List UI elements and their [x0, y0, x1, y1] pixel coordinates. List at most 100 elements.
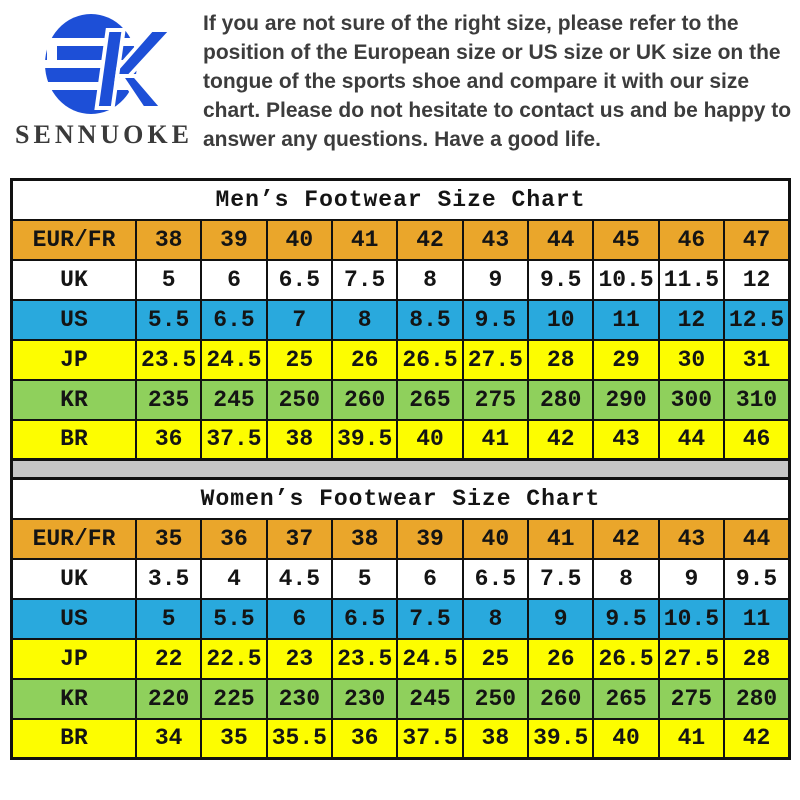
size-value-cell: 11 — [592, 298, 660, 341]
size-value-cell: 36 — [200, 517, 268, 560]
size-value-cell: 34 — [134, 717, 203, 760]
size-value-cell: 10 — [527, 298, 595, 341]
size-value-cell: 6.5 — [330, 597, 399, 640]
row-label: BR — [10, 418, 137, 461]
size-value-cell: 41 — [461, 418, 530, 461]
size-value-cell: 9 — [527, 597, 595, 640]
size-value-cell: 44 — [527, 218, 595, 261]
size-value-cell: 26 — [527, 637, 595, 680]
row-label: EUR/FR — [10, 218, 137, 261]
size-value-cell: 5 — [330, 557, 399, 600]
row-label: US — [10, 597, 137, 640]
size-value-cell: 26.5 — [592, 637, 660, 680]
size-value-cell: 44 — [657, 418, 726, 461]
table-row: UK 5 6 6.5 7.5 8 9 9.5 10.5 11.5 12 — [10, 258, 791, 301]
size-value-cell: 43 — [461, 218, 530, 261]
table-title: Women’s Footwear Size Chart — [10, 477, 791, 520]
size-value-cell: 12 — [723, 258, 791, 301]
size-value-cell: 265 — [592, 677, 660, 720]
size-value-cell: 225 — [200, 677, 268, 720]
size-value-cell: 36 — [330, 717, 399, 760]
sk-logo-icon — [37, 14, 176, 114]
size-value-cell: 8.5 — [396, 298, 464, 341]
size-value-cell: 7.5 — [396, 597, 464, 640]
size-value-cell: 5 — [134, 258, 203, 301]
size-value-cell: 6.5 — [461, 557, 530, 600]
size-value-cell: 27.5 — [461, 338, 530, 381]
size-value-cell: 9.5 — [723, 557, 791, 600]
size-value-cell: 265 — [396, 378, 464, 421]
table-row: EUR/FR 38 39 40 41 42 43 44 45 46 47 — [10, 218, 791, 261]
size-value-cell: 38 — [265, 418, 334, 461]
size-value-cell: 11 — [723, 597, 791, 640]
size-value-cell: 10.5 — [592, 258, 660, 301]
size-value-cell: 220 — [134, 677, 203, 720]
size-value-cell: 40 — [396, 418, 464, 461]
size-value-cell: 9 — [461, 258, 530, 301]
table-row: BR 34 35 35.5 36 37.5 38 39.5 40 41 42 — [10, 717, 791, 760]
size-value-cell: 28 — [527, 338, 595, 381]
size-value-cell: 39.5 — [527, 717, 595, 760]
size-value-cell: 22.5 — [200, 637, 268, 680]
size-value-cell: 290 — [592, 378, 660, 421]
size-value-cell: 11.5 — [657, 258, 726, 301]
size-value-cell: 39 — [200, 218, 268, 261]
size-value-cell: 9.5 — [527, 258, 595, 301]
size-value-cell: 6.5 — [265, 258, 334, 301]
size-value-cell: 41 — [657, 717, 726, 760]
brand-name: SENNUOKE — [15, 120, 193, 149]
brand-logo: SENNUOKE — [14, 12, 194, 150]
row-label: US — [10, 298, 137, 341]
size-value-cell: 230 — [265, 677, 334, 720]
size-value-cell: 23.5 — [330, 637, 399, 680]
size-value-cell: 9.5 — [461, 298, 530, 341]
row-label: EUR/FR — [10, 517, 137, 560]
size-value-cell: 40 — [461, 517, 530, 560]
size-value-cell: 30 — [657, 338, 726, 381]
table-row: US 5 5.5 6 6.5 7.5 8 9 9.5 10.5 11 — [10, 597, 791, 640]
size-value-cell: 35.5 — [265, 717, 334, 760]
size-tables-container: Men’s Footwear Size Chart EUR/FR 38 39 40 41 4… — [10, 178, 791, 760]
size-value-cell: 42 — [723, 717, 791, 760]
size-value-cell: 46 — [657, 218, 726, 261]
size-value-cell: 35 — [200, 717, 268, 760]
table-row: BR 36 37.5 38 39.5 40 41 42 43 44 46 — [10, 418, 791, 461]
size-value-cell: 31 — [723, 338, 791, 381]
table-row: KR 220 225 230 230 245 250 260 265 275 280 — [10, 677, 791, 720]
size-value-cell: 25 — [265, 338, 334, 381]
size-value-cell: 38 — [330, 517, 399, 560]
size-value-cell: 3.5 — [134, 557, 203, 600]
size-value-cell: 280 — [527, 378, 595, 421]
size-value-cell: 27.5 — [657, 637, 726, 680]
size-value-cell: 8 — [461, 597, 530, 640]
size-value-cell: 24.5 — [396, 637, 464, 680]
table-row: EUR/FR 35 36 37 38 39 40 41 42 43 44 — [10, 517, 791, 560]
table-row: UK 3.5 4 4.5 5 6 6.5 7.5 8 9 9.5 — [10, 557, 791, 600]
size-value-cell: 6 — [265, 597, 334, 640]
size-value-cell: 38 — [461, 717, 530, 760]
size-value-cell: 45 — [592, 218, 660, 261]
size-value-cell: 250 — [461, 677, 530, 720]
size-value-cell: 245 — [200, 378, 268, 421]
size-value-cell: 40 — [265, 218, 334, 261]
size-value-cell: 37.5 — [200, 418, 268, 461]
row-label: BR — [10, 717, 137, 760]
size-value-cell: 23 — [265, 637, 334, 680]
size-value-cell: 7.5 — [527, 557, 595, 600]
sizing-instructions-text: If you are not sure of the right size, p… — [203, 12, 792, 151]
size-table: Women’s Footwear Size Chart EUR/FR 35 36 37 3… — [10, 477, 791, 760]
size-value-cell: 10.5 — [657, 597, 726, 640]
size-value-cell: 39 — [396, 517, 464, 560]
size-value-cell: 280 — [723, 677, 791, 720]
size-value-cell: 5.5 — [134, 298, 203, 341]
size-value-cell: 37.5 — [396, 717, 464, 760]
size-value-cell: 42 — [592, 517, 660, 560]
size-value-cell: 235 — [134, 378, 203, 421]
size-value-cell: 6 — [396, 557, 464, 600]
size-value-cell: 12 — [657, 298, 726, 341]
size-value-cell: 245 — [396, 677, 464, 720]
size-value-cell: 260 — [330, 378, 399, 421]
row-label: JP — [10, 637, 137, 680]
size-value-cell: 5.5 — [200, 597, 268, 640]
size-value-cell: 29 — [592, 338, 660, 381]
